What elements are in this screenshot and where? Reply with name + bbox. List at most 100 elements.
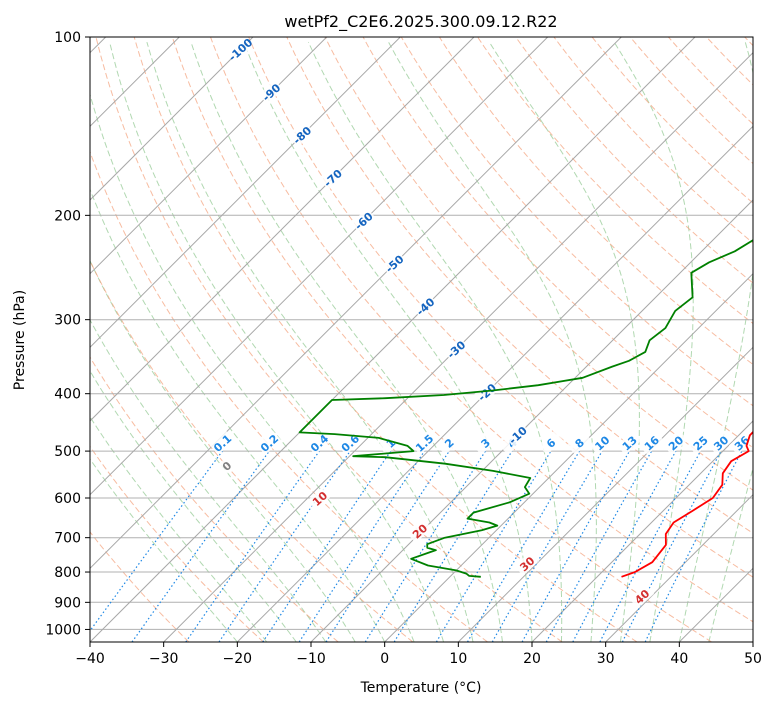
dry-adiabat xyxy=(90,259,414,642)
sounding-profiles xyxy=(298,239,753,578)
mixing-ratio-lines xyxy=(90,450,743,642)
moist-adiabat xyxy=(146,41,474,642)
mixing-ratio-label-bg xyxy=(616,430,642,455)
moist-adiabat xyxy=(243,41,533,642)
x-tick-label: 50 xyxy=(744,651,762,667)
isotherm xyxy=(90,37,475,422)
mixing-ratio-label-bg xyxy=(306,430,332,455)
dry-adiabat xyxy=(133,37,638,642)
chart-title: wetPf2_C2E6.2025.300.09.12.R22 xyxy=(284,12,557,32)
dry-adiabat xyxy=(324,37,753,491)
y-axis-title: Pressure (hPa) xyxy=(12,290,28,390)
isotherm xyxy=(384,272,753,642)
moist-adiabat xyxy=(613,41,694,642)
dry-adiabat-label-bg xyxy=(406,518,432,544)
moist-adiabat xyxy=(90,415,268,642)
mixing-ratio-line xyxy=(218,450,351,642)
mixing-ratio-line xyxy=(364,450,486,642)
mixing-ratio-label-bg xyxy=(687,430,713,455)
mixing-ratio-line xyxy=(90,450,223,632)
mixing-ratio-line xyxy=(131,450,270,642)
moist-adiabat xyxy=(90,458,238,642)
isotherm xyxy=(163,51,753,642)
x-tick-label: 30 xyxy=(597,651,615,667)
isotherm xyxy=(90,37,622,570)
dry-adiabat xyxy=(90,531,190,642)
isotherm-label-bg xyxy=(289,122,315,148)
isotherm xyxy=(90,37,328,275)
dry-adiabat xyxy=(629,37,753,165)
isotherm xyxy=(90,37,549,496)
dry-adiabat xyxy=(95,37,563,642)
plot-area: 0.10.20.40.611.52346810131620253036-100-… xyxy=(90,37,753,642)
moist-adiabat xyxy=(488,41,640,642)
isotherms xyxy=(90,37,753,642)
dewpoint-profile xyxy=(298,239,753,578)
moist-adiabat xyxy=(307,41,563,642)
dry-adiabat xyxy=(90,150,488,642)
isotherm xyxy=(310,199,753,642)
x-tick-label: 0 xyxy=(380,651,389,667)
mixing-ratio-label-bg xyxy=(538,430,564,455)
y-tick-label: 400 xyxy=(54,387,81,403)
mixing-ratio-line xyxy=(572,450,677,642)
y-tick-label: 100 xyxy=(54,30,81,46)
dry-adiabat xyxy=(400,37,753,407)
dry-adiabat-label-bg xyxy=(629,584,655,609)
y-tick-label: 500 xyxy=(54,444,81,460)
y-tick-label: 200 xyxy=(54,208,81,224)
y-tick-label: 900 xyxy=(54,595,81,611)
x-tick-label: 20 xyxy=(523,651,541,667)
isotherm-label-bg xyxy=(227,37,253,62)
mixing-ratio-label-bg xyxy=(589,430,615,455)
isotherm xyxy=(531,420,753,642)
dry-adiabat xyxy=(286,37,753,534)
x-tick-label: 10 xyxy=(449,651,467,667)
mixing-ratio-label-bg xyxy=(256,430,282,455)
y-tick-label: 600 xyxy=(54,491,81,507)
moist-adiabat xyxy=(388,41,597,642)
x-tick-label: 40 xyxy=(670,651,688,667)
mixing-ratio-label-bg xyxy=(708,430,734,455)
isotherm-label-bg xyxy=(320,165,346,190)
x-tick-label: −10 xyxy=(296,651,326,667)
mixing-ratio-line xyxy=(393,450,513,642)
dry-adiabat xyxy=(438,37,753,366)
mixing-ratio-label-bg xyxy=(662,430,688,455)
y-tick-label: 800 xyxy=(54,565,81,581)
mixing-ratio-label-bg xyxy=(566,430,592,455)
mixing-ratio-line xyxy=(435,450,552,642)
isotherm xyxy=(90,37,254,201)
mixing-ratio-line xyxy=(466,450,580,642)
isotherm-label-bg xyxy=(443,336,469,362)
mixing-ratio-label-bg xyxy=(472,430,498,455)
dry-adiabat xyxy=(477,37,753,325)
temperature-profile xyxy=(621,430,753,578)
mixing-ratio-label-bg xyxy=(411,430,437,455)
dry-adiabat xyxy=(248,37,753,578)
dry-adiabat xyxy=(591,37,753,204)
x-axis-title: Temperature (°C) xyxy=(360,680,482,696)
x-axis: −40 −30 −20 −10 0 10 20 30 40 50 xyxy=(75,642,762,667)
dry-adiabat-label-bg xyxy=(514,551,540,576)
dry-adiabat xyxy=(90,356,339,642)
dry-adiabat-label-bg xyxy=(306,486,332,511)
plot-frame xyxy=(89,36,754,643)
x-tick-label: −20 xyxy=(223,651,253,667)
mixing-ratio-line xyxy=(185,450,320,642)
dry-adiabat xyxy=(210,37,753,623)
isotherm xyxy=(90,37,696,642)
mixing-ratio-label-bg xyxy=(728,430,753,455)
mixing-ratio-label-bg xyxy=(377,430,403,455)
isotherm-label-bg xyxy=(381,251,407,276)
dry-adiabat-label-bg xyxy=(213,453,239,478)
isotherm-label-bg xyxy=(412,294,438,319)
y-axis: 100 200 300 400 500 600 700 800 900 1000 xyxy=(45,30,90,638)
isotherm-label-bg xyxy=(350,208,376,233)
isotherm xyxy=(236,125,753,642)
y-tick-label: 700 xyxy=(54,531,81,547)
isotherm-label-bg xyxy=(504,422,530,448)
mixing-ratio-line xyxy=(545,450,653,642)
mixing-ratio-label-bg xyxy=(638,430,664,455)
